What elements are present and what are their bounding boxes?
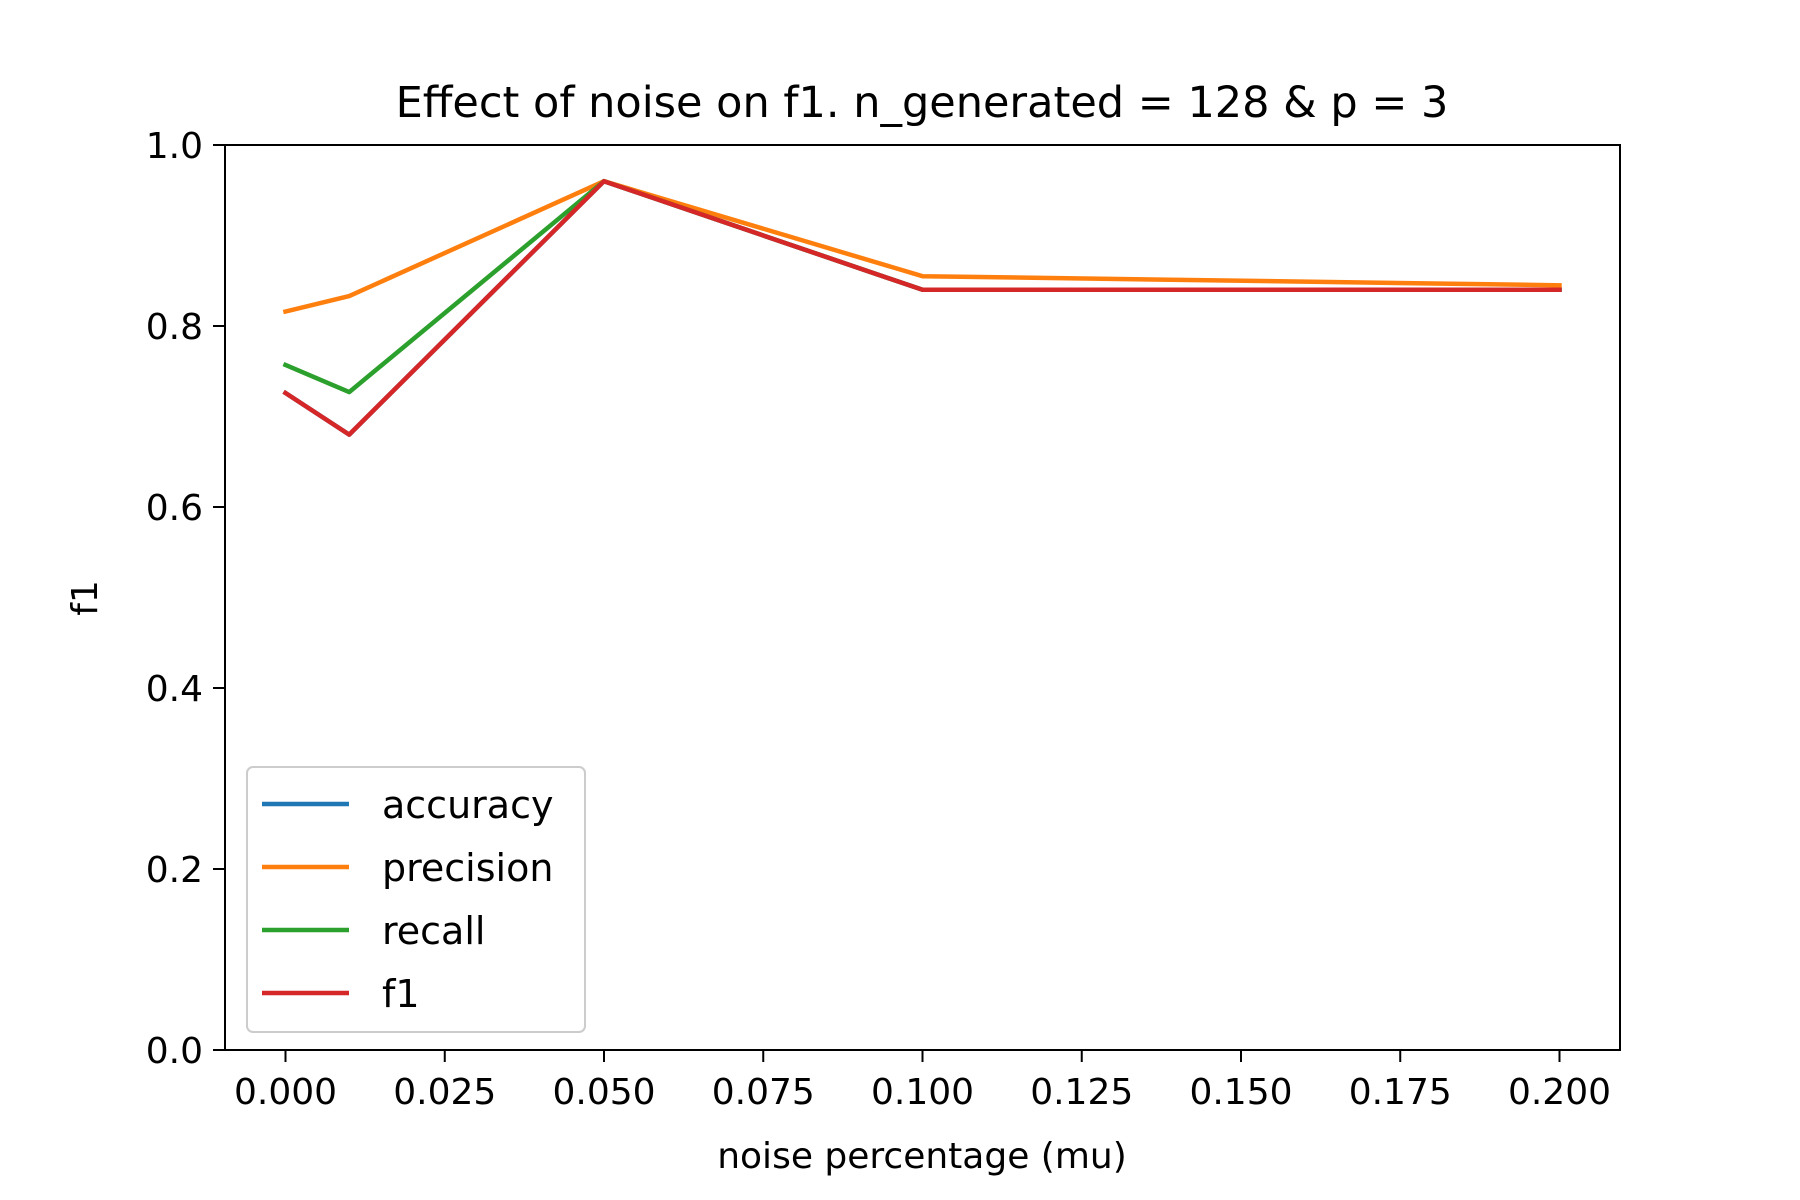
series-line-f1 xyxy=(282,178,1562,437)
x-axis-label: noise percentage (mu) xyxy=(717,1136,1127,1177)
y-axis: 0.0 0.2 0.4 0.6 0.8 1.0 xyxy=(146,126,225,1072)
x-tick-label: 0.025 xyxy=(393,1072,496,1113)
x-tick-label: 0.000 xyxy=(234,1072,337,1113)
y-tick-label: 1.0 xyxy=(146,126,203,167)
y-axis-label: f1 xyxy=(65,580,106,616)
legend: accuracy precision recall f1 xyxy=(246,766,586,1033)
x-tick-label: 0.100 xyxy=(871,1072,974,1113)
y-tick-label: 0.8 xyxy=(146,307,203,348)
legend-label-recall: recall xyxy=(382,909,485,953)
x-tick-label: 0.200 xyxy=(1508,1072,1611,1113)
legend-label-precision: precision xyxy=(382,846,553,890)
legend-box xyxy=(246,766,586,1033)
y-tick-label: 0.4 xyxy=(146,669,203,710)
y-tick-label: 0.2 xyxy=(146,850,203,891)
x-tick-label: 0.125 xyxy=(1030,1072,1133,1113)
x-tick-label: 0.075 xyxy=(712,1072,815,1113)
y-tick-label: 0.0 xyxy=(146,1031,203,1072)
x-tick-label: 0.175 xyxy=(1349,1072,1452,1113)
legend-label-f1: f1 xyxy=(382,972,420,1016)
series-layer xyxy=(282,178,1562,437)
chart-title: Effect of noise on f1. n_generated = 128… xyxy=(396,78,1449,128)
y-tick-label: 0.6 xyxy=(146,488,203,529)
legend-label-accuracy: accuracy xyxy=(382,783,553,827)
x-tick-label: 0.050 xyxy=(552,1072,655,1113)
x-tick-label: 0.150 xyxy=(1189,1072,1292,1113)
x-axis: 0.000 0.025 0.050 0.075 0.100 0.125 0.150 0.175… xyxy=(234,1050,1611,1113)
